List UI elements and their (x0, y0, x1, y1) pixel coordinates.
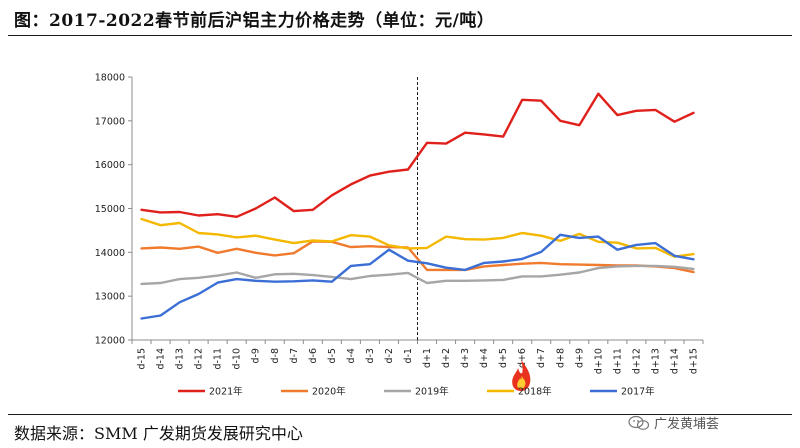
series-line-2019年 (140, 264, 695, 286)
legend-label: 2018年 (518, 386, 552, 398)
x-tick-label: d+15 (688, 348, 699, 374)
series-line-2020年 (140, 240, 695, 274)
x-tick-label: d-1 (403, 348, 414, 364)
x-tick-label: d+5 (498, 348, 509, 368)
watermark-text: 广发黄埔荟 (654, 417, 720, 432)
x-tick-label: d-5 (327, 348, 338, 364)
x-tick-label: d+3 (460, 348, 471, 368)
x-tick-label: d+11 (612, 348, 623, 374)
x-tick-label: d-8 (270, 348, 281, 364)
x-tick-label: d-13 (175, 348, 186, 370)
series-line-2017年 (140, 233, 695, 320)
legend-label: 2021年 (209, 386, 243, 398)
chart-title: 图：2017-2022春节前后沪铝主力价格走势（单位：元/吨） (14, 11, 495, 31)
y-tick-label: 12000 (95, 336, 125, 347)
x-tick-label: d-3 (365, 348, 376, 364)
x-tick-label: d-11 (213, 348, 224, 370)
flame-icon (512, 360, 531, 391)
source-divider (8, 414, 792, 415)
x-tick-label: d-2 (384, 348, 395, 364)
chart-axes: 12000 13000 14000 15000 16000 17000 18000 d-15 d… (95, 73, 704, 391)
data-source: 数据来源：SMM 广发期货发展研究中心 (14, 424, 303, 443)
watermark: 广发黄埔荟 (628, 413, 719, 432)
title-divider (8, 35, 792, 36)
y-tick-label: 18000 (95, 73, 125, 84)
y-tick-label: 15000 (95, 204, 125, 215)
x-tick-label: d+9 (574, 348, 585, 368)
legend-label: 2019年 (415, 386, 449, 398)
series-line-2021年 (140, 92, 695, 219)
y-tick-label: 17000 (95, 116, 125, 127)
x-tick-label: d-10 (232, 348, 243, 370)
x-tick-label: d-14 (156, 348, 167, 370)
chart-series (140, 92, 695, 320)
flame-outer (512, 360, 531, 391)
x-tick-label: d+8 (555, 348, 566, 368)
x-tick-label: d-12 (194, 348, 205, 370)
x-tick-label: d+13 (650, 348, 661, 374)
x-tick-label: d-6 (308, 348, 319, 364)
x-tick-label: d+10 (593, 348, 604, 374)
x-tick-label: d-9 (251, 348, 262, 364)
x-tick-label: d+4 (479, 348, 490, 368)
x-tick-label: d-4 (346, 348, 357, 364)
x-tick-label: d-7 (289, 348, 300, 364)
x-tick-label: d+2 (441, 348, 452, 368)
x-tick-label: d-15 (137, 348, 148, 370)
flame-inner (517, 376, 526, 389)
y-tick-label: 14000 (95, 248, 125, 259)
x-tick-label: d+6 (517, 348, 528, 368)
legend-label: 2020年 (312, 386, 346, 398)
x-tick-label: d+7 (536, 348, 547, 368)
x-tick-label: d+14 (669, 348, 680, 374)
legend-label: 2017年 (621, 386, 655, 398)
series-line-2018年 (140, 217, 695, 258)
wechat-icon (628, 415, 650, 430)
chart-legend: 2021年 2020年 2019年 2018年 2017年 (178, 386, 655, 398)
y-tick-label: 16000 (95, 160, 125, 171)
x-tick-label: d+12 (631, 348, 642, 374)
x-tick-label: d+1 (422, 348, 433, 368)
y-tick-label: 13000 (95, 292, 125, 303)
line-chart: 12000 13000 14000 15000 16000 17000 18000 d-15 d… (95, 73, 704, 398)
